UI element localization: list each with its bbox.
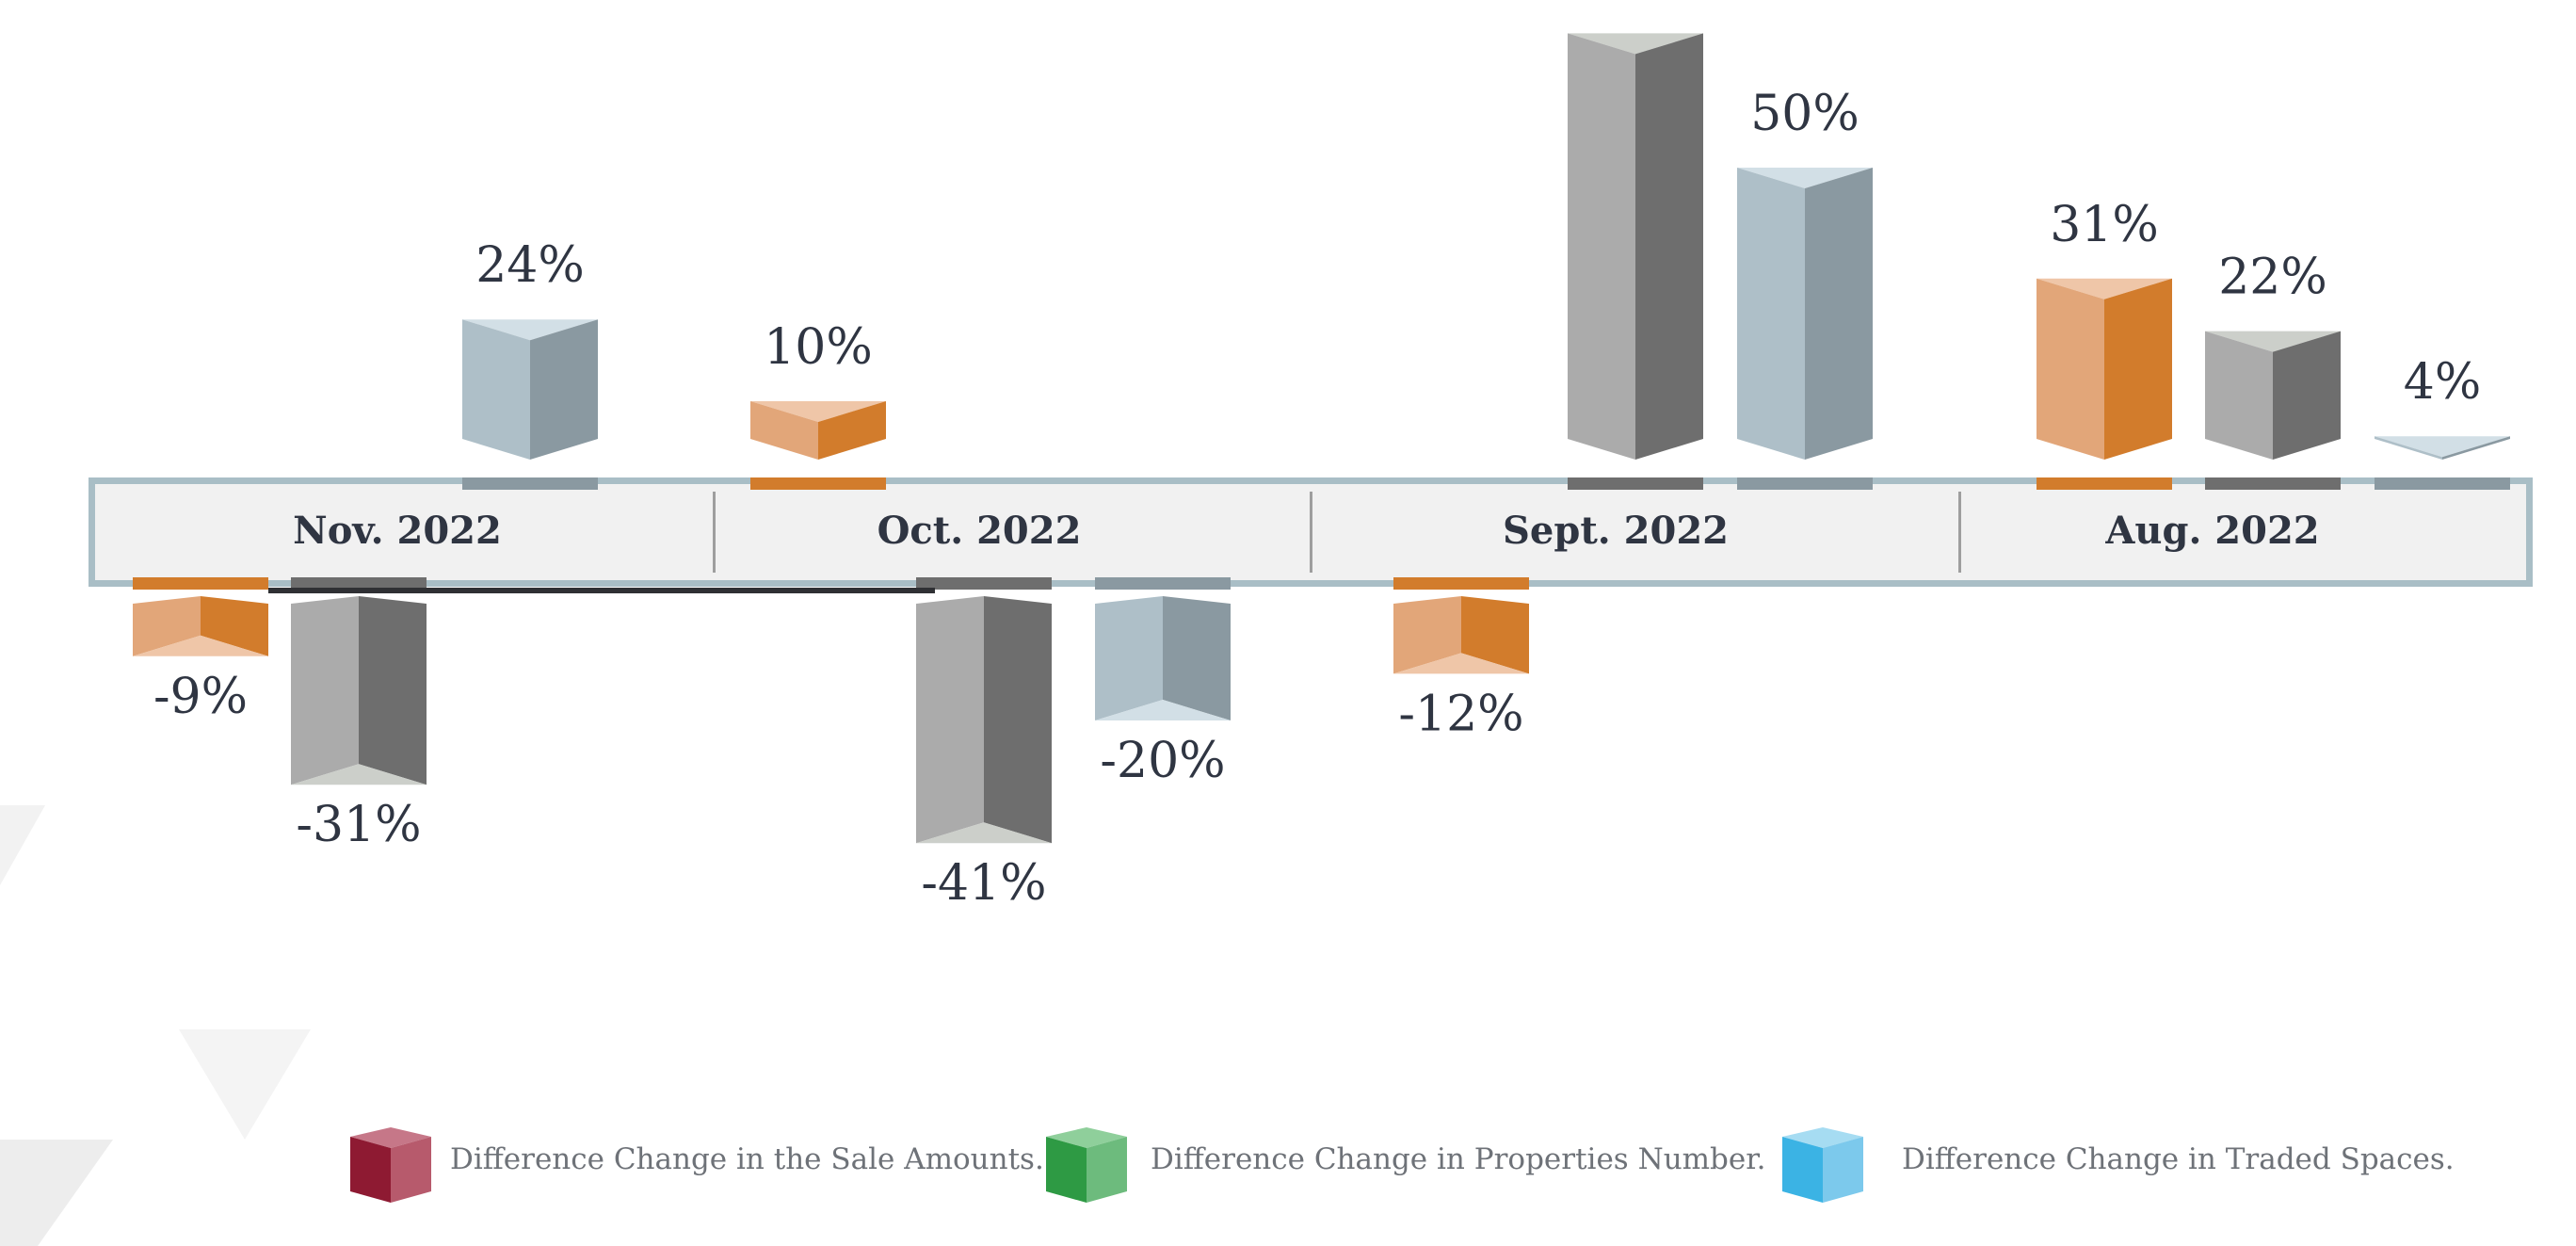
data-label-2-1: -20% bbox=[1100, 733, 1225, 789]
bar-1-3: 22% bbox=[2205, 250, 2341, 490]
legend-swatch-sale-amounts bbox=[350, 1127, 431, 1203]
bar-slot bbox=[2205, 477, 2341, 490]
bar-slot bbox=[1095, 577, 1231, 590]
bar-slot bbox=[916, 577, 1052, 590]
data-label-0-0: -9% bbox=[153, 669, 248, 725]
bar-0-2: -12% bbox=[1393, 577, 1529, 742]
bar-slot bbox=[1393, 577, 1529, 590]
legend-label-traded-spaces: Difference Change in Traded Spaces. bbox=[1902, 1142, 2455, 1176]
bar-1-0: -31% bbox=[291, 577, 427, 853]
bar-0-0: -9% bbox=[133, 577, 268, 725]
bar-slot bbox=[1737, 477, 1873, 490]
data-label-2-2: 50% bbox=[1750, 86, 1860, 142]
month-label-nov: Nov. 2022 bbox=[293, 509, 502, 553]
bar-2-1: -20% bbox=[1095, 577, 1231, 789]
data-label-1-1: -41% bbox=[921, 855, 1046, 912]
baseline bbox=[268, 588, 935, 593]
bar-2-3: 4% bbox=[2375, 354, 2510, 490]
bar-1-1: -41% bbox=[916, 577, 1052, 912]
bar-1-2: 73% bbox=[1568, 0, 1703, 490]
bar-slot bbox=[1568, 477, 1703, 490]
month-label-sept: Sept. 2022 bbox=[1503, 509, 1729, 553]
legend-swatch-traded-spaces bbox=[1782, 1127, 1863, 1203]
data-label-1-3: 22% bbox=[2218, 250, 2327, 306]
bar-2-0: 24% bbox=[462, 237, 598, 490]
bar-2-2: 50% bbox=[1737, 86, 1873, 490]
data-label-2-0: 24% bbox=[475, 237, 585, 294]
month-divider bbox=[713, 492, 716, 573]
data-label-0-3: 31% bbox=[2050, 197, 2159, 253]
legend-label-properties-number: Difference Change in Properties Number. bbox=[1151, 1142, 1766, 1176]
bar-slot bbox=[2037, 477, 2172, 490]
month-divider bbox=[1958, 492, 1961, 573]
month-label-aug: Aug. 2022 bbox=[2105, 509, 2320, 553]
bar-slot bbox=[462, 477, 598, 490]
bar-slot bbox=[291, 577, 427, 590]
bar-slot bbox=[133, 577, 268, 590]
bar-0-3: 31% bbox=[2037, 197, 2172, 490]
data-label-0-2: -12% bbox=[1398, 686, 1523, 742]
month-divider bbox=[1310, 492, 1312, 573]
legend-swatch-properties-number bbox=[1046, 1127, 1127, 1203]
data-label-2-3: 4% bbox=[2404, 354, 2482, 411]
data-label-1-0: -31% bbox=[296, 797, 421, 853]
bar-0-1: 10% bbox=[750, 319, 886, 490]
legend-label-sale-amounts: Difference Change in the Sale Amounts. bbox=[450, 1142, 1044, 1176]
bar-slot bbox=[2375, 477, 2510, 490]
data-label-0-1: 10% bbox=[764, 319, 873, 376]
bar-slot bbox=[750, 477, 886, 490]
data-label-1-2: 73% bbox=[1581, 0, 1690, 8]
month-label-oct: Oct. 2022 bbox=[877, 509, 1082, 553]
